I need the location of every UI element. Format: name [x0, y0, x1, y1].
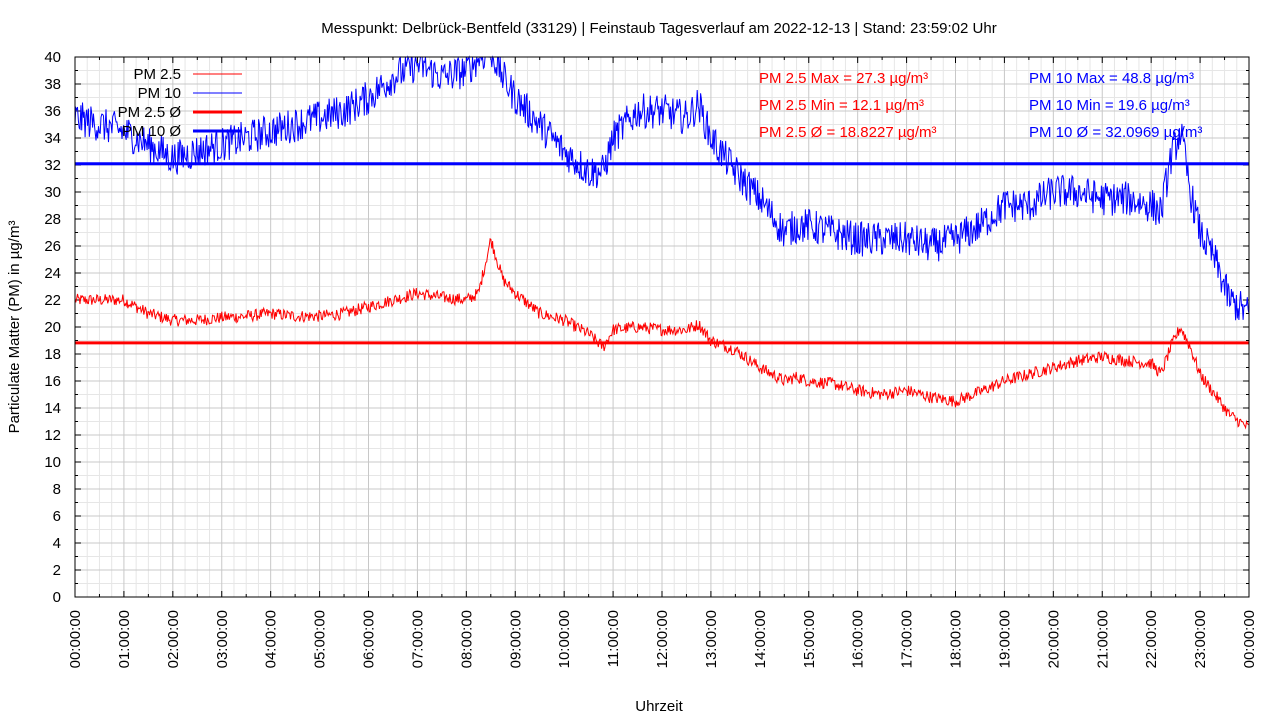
stat-annotation: PM 2.5 Max = 27.3 µg/m³	[759, 70, 928, 87]
x-tick-label: 08:00:00	[458, 610, 475, 668]
x-tick-label: 12:00:00	[654, 610, 671, 668]
y-tick-label: 26	[44, 238, 61, 255]
x-tick-label: 23:00:00	[1192, 610, 1209, 668]
legend-label: PM 2.5 Ø	[118, 104, 182, 121]
x-tick-label: 22:00:00	[1143, 610, 1160, 668]
x-tick-label: 19:00:00	[996, 610, 1013, 668]
x-tick-label: 18:00:00	[948, 610, 965, 668]
y-tick-label: 0	[53, 589, 61, 606]
y-tick-label: 10	[44, 454, 61, 471]
stat-annotation: PM 10 Max = 48.8 µg/m³	[1029, 70, 1194, 87]
stat-annotation: PM 10 Min = 19.6 µg/m³	[1029, 97, 1190, 114]
x-tick-label: 14:00:00	[752, 610, 769, 668]
y-tick-label: 34	[44, 130, 61, 147]
stats-annotations: PM 2.5 Max = 27.3 µg/m³ PM 2.5 Min = 12.1…	[759, 70, 1202, 141]
x-tick-label: 20:00:00	[1045, 610, 1062, 668]
y-axis-label: Particulate Matter (PM) in µg/m³	[6, 221, 23, 434]
plot-frame	[74, 56, 1250, 598]
legend: PM 2.5 PM 10 PM 2.5 Ø PM 10 Ø	[118, 66, 242, 140]
y-tick-label: 22	[44, 292, 61, 309]
x-tick-label: 13:00:00	[703, 610, 720, 668]
y-tick-label: 30	[44, 184, 61, 201]
y-tick-label: 16	[44, 373, 61, 390]
y-tick-label: 24	[44, 265, 61, 282]
x-tick-label: 21:00:00	[1094, 610, 1111, 668]
reference-lines	[75, 162, 1249, 345]
x-tick-label: 00:00:00	[67, 610, 84, 668]
stat-annotation: PM 2.5 Min = 12.1 µg/m³	[759, 97, 924, 114]
legend-label: PM 10	[138, 85, 181, 102]
y-tick-label: 12	[44, 427, 61, 444]
x-tick-label: 07:00:00	[409, 610, 426, 668]
y-tick-label: 8	[53, 481, 61, 498]
y-tick-label: 38	[44, 76, 61, 93]
x-tick-label: 04:00:00	[263, 610, 280, 668]
x-tick-label: 16:00:00	[850, 610, 867, 668]
y-tick-label: 36	[44, 103, 61, 120]
x-tick-label: 15:00:00	[801, 610, 818, 668]
y-tick-label: 28	[44, 211, 61, 228]
y-tick-label: 4	[53, 535, 61, 552]
legend-label: PM 10 Ø	[122, 123, 182, 140]
x-tick-label: 00:00:00	[1241, 610, 1258, 668]
series-line	[74, 237, 1250, 430]
y-tick-label: 18	[44, 346, 61, 363]
y-tick-label: 6	[53, 508, 61, 525]
x-tick-label: 09:00:00	[507, 610, 524, 668]
y-tick-label: 14	[44, 400, 61, 417]
series-line	[74, 55, 1250, 321]
x-tick-label: 02:00:00	[165, 610, 182, 668]
x-tick-label: 01:00:00	[116, 610, 133, 668]
y-tick-label: 40	[44, 49, 61, 66]
x-tick-label: 10:00:00	[556, 610, 573, 668]
x-tick-labels: 00:00:00 01:00:00 02:00:00 03:00:00 04:00:00…	[67, 610, 1258, 668]
y-tick-label: 2	[53, 562, 61, 579]
y-tick-label: 32	[44, 157, 61, 174]
x-axis-label: Uhrzeit	[635, 698, 683, 715]
stat-annotation: PM 2.5 Ø = 18.8227 µg/m³	[759, 124, 936, 141]
x-tick-label: 05:00:00	[312, 610, 329, 668]
grid	[75, 57, 1249, 597]
chart-title: Messpunkt: Delbrück-Bentfeld (33129) | F…	[321, 20, 996, 37]
x-tick-label: 17:00:00	[899, 610, 916, 668]
x-tick-label: 11:00:00	[605, 610, 622, 667]
stat-annotation: PM 10 Ø = 32.0969 µg/m³	[1029, 124, 1202, 141]
x-tick-label: 06:00:00	[361, 610, 378, 668]
x-tick-label: 03:00:00	[214, 610, 231, 668]
series-lines	[74, 55, 1250, 430]
y-tick-label: 20	[44, 319, 61, 336]
legend-label: PM 2.5	[133, 66, 181, 83]
